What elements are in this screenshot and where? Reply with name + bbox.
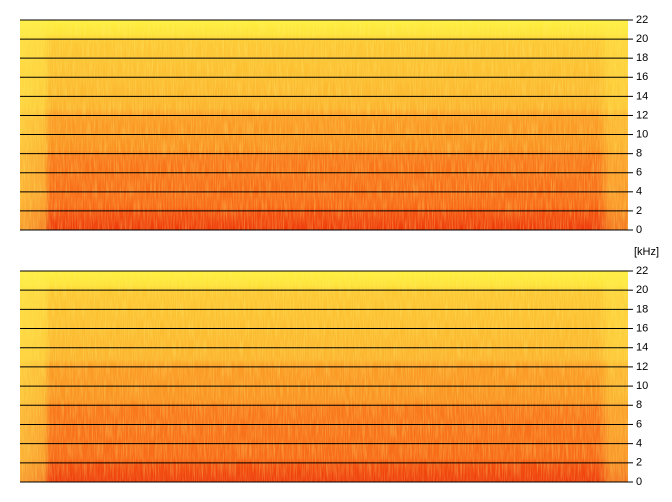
y-tick-label: 4: [636, 438, 642, 450]
spectrogram-edge: [20, 20, 628, 230]
y-tick-label: 20: [636, 284, 648, 296]
y-tick-label: 22: [636, 14, 648, 26]
spectrogram-edge: [20, 271, 628, 482]
y-tick-label: 22: [636, 265, 648, 277]
y-tick-label: 10: [636, 380, 648, 392]
y-tick-label: 18: [636, 52, 648, 64]
y-tick-label: 6: [636, 418, 642, 430]
y-tick-label: 0: [636, 224, 642, 236]
y-tick-label: 2: [636, 205, 642, 217]
y-tick-label: 14: [636, 342, 648, 354]
y-axis-label: [kHz]: [634, 246, 659, 258]
y-tick-label: 14: [636, 90, 648, 102]
y-tick-label: 16: [636, 322, 648, 334]
y-tick-label: 4: [636, 186, 642, 198]
y-tick-label: 16: [636, 71, 648, 83]
y-tick-label: 6: [636, 167, 642, 179]
y-tick-label: 20: [636, 33, 648, 45]
y-tick-label: 8: [636, 399, 642, 411]
y-tick-label: 12: [636, 361, 648, 373]
y-tick-label: 10: [636, 128, 648, 140]
y-tick-label: 2: [636, 457, 642, 469]
y-tick-label: 18: [636, 303, 648, 315]
y-tick-label: 0: [636, 476, 642, 488]
y-tick-label: 8: [636, 148, 642, 160]
y-tick-label: 12: [636, 109, 648, 121]
